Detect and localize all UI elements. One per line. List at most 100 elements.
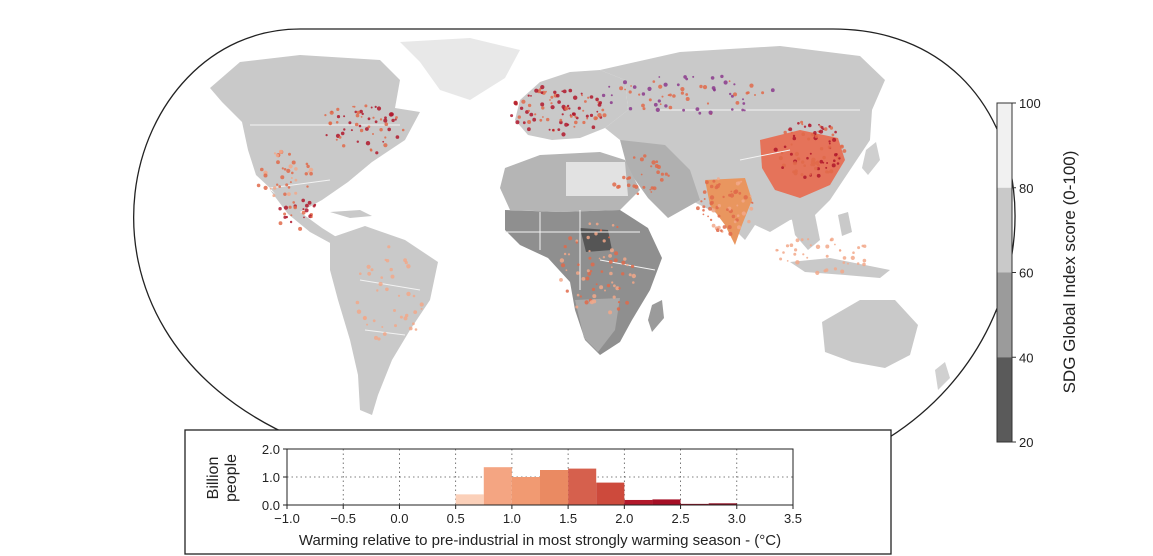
hotspot-point	[833, 159, 836, 162]
hotspot-point	[403, 316, 408, 321]
hotspot-point	[656, 165, 661, 169]
histogram-x-tick-label-2: 0.0	[390, 511, 408, 526]
hotspot-point	[276, 160, 280, 165]
hotspot-point	[729, 193, 735, 198]
country-borders	[250, 109, 860, 336]
hotspot-point	[397, 294, 401, 297]
hotspot-point	[773, 147, 778, 152]
hotspot-point	[283, 205, 289, 210]
hotspot-point	[792, 134, 796, 138]
hotspot-point	[650, 165, 653, 168]
hotspot-point	[710, 200, 714, 205]
histogram-y-tick-label-0: 0.0	[262, 498, 280, 513]
hotspot-point	[816, 167, 821, 171]
histogram-bar-9	[708, 503, 737, 505]
hotspot-point	[561, 132, 566, 137]
colorbar-tick-label-2: 60	[1019, 266, 1033, 281]
hotspot-point	[659, 103, 662, 106]
hotspot-point	[359, 109, 363, 114]
hotspot-point	[589, 270, 593, 273]
hotspot-point	[800, 173, 804, 177]
hotspot-point	[639, 157, 644, 162]
hotspot-point	[335, 138, 338, 141]
hotspot-point	[563, 245, 567, 249]
hotspot-point	[364, 104, 368, 108]
hotspot-point	[552, 129, 555, 132]
hotspot-point	[298, 226, 303, 231]
hotspot-point	[786, 260, 789, 262]
hotspot-point	[619, 86, 624, 91]
hotspot-point	[356, 110, 361, 115]
hotspot-point	[335, 121, 339, 124]
hotspot-point	[696, 206, 700, 211]
hotspot-point	[816, 173, 821, 178]
hotspot-point	[549, 99, 551, 101]
hotspot-point	[827, 170, 830, 174]
hotspot-point	[293, 205, 298, 210]
hotspot-point	[826, 162, 829, 164]
land-greenland	[400, 38, 520, 100]
hotspot-point	[817, 130, 820, 133]
hotspot-point	[833, 267, 838, 271]
hotspot-point	[301, 198, 306, 203]
hotspot-point	[742, 98, 744, 101]
hotspot-point	[367, 125, 371, 129]
hotspot-point	[559, 278, 563, 282]
hotspot-point	[711, 208, 716, 213]
land-southeast-asia	[790, 210, 820, 250]
hotspot-point	[269, 187, 272, 190]
hotspot-point	[285, 183, 289, 187]
histogram-x-tick-label-4: 1.0	[503, 511, 521, 526]
hotspot-point	[749, 195, 752, 198]
hotspot-point	[601, 108, 605, 112]
hotspot-point	[861, 244, 865, 248]
hotspot-point	[608, 236, 611, 239]
hotspot-point	[294, 167, 298, 171]
hotspot-point	[832, 137, 837, 142]
hotspot-point	[292, 201, 296, 204]
hotspot-point	[372, 319, 376, 323]
hotspot-point	[723, 80, 728, 85]
hotspot-point	[588, 222, 592, 225]
hotspot-point	[615, 286, 620, 291]
hotspot-point	[288, 152, 291, 156]
hotspot-point	[381, 326, 384, 328]
hotspot-point	[306, 185, 309, 188]
hotspot-point	[703, 198, 706, 200]
hotspot-point	[641, 103, 645, 108]
hotspot-point	[395, 116, 398, 119]
hotspot-point	[359, 272, 362, 276]
hotspot-point	[812, 163, 816, 167]
hotspot-point	[709, 195, 715, 200]
hotspot-point	[534, 113, 537, 116]
hotspot-point	[623, 80, 627, 85]
hotspot-point	[736, 204, 739, 207]
hotspot-point	[840, 269, 845, 274]
hotspot-point	[527, 109, 531, 112]
histogram-bar-4	[568, 468, 597, 505]
hotspot-point	[599, 285, 604, 290]
hotspot-point	[582, 120, 586, 125]
hotspot-point	[790, 131, 793, 134]
hotspot-point	[288, 205, 292, 209]
hotspot-point	[640, 173, 643, 176]
hotspot-point	[406, 264, 411, 269]
hotspot-point	[513, 101, 518, 106]
hotspot-point	[557, 100, 561, 104]
hotspot-point	[529, 112, 534, 117]
histogram-x-tick-label-5: 1.5	[559, 511, 577, 526]
hotspot-point	[809, 173, 812, 176]
hotspot-point	[810, 160, 816, 165]
hotspot-point	[862, 258, 867, 263]
hotspot-point	[808, 123, 811, 126]
hotspot-point	[602, 256, 606, 259]
hotspot-point	[596, 110, 599, 113]
hotspot-point	[350, 129, 353, 132]
hotspot-point	[829, 126, 834, 130]
hotspot-point	[374, 120, 378, 124]
histogram-x-tick-label-1: −0.5	[330, 511, 356, 526]
hotspot-point	[809, 244, 812, 247]
hotspot-point	[659, 178, 664, 182]
hotspot-point	[667, 174, 670, 177]
hotspot-point	[283, 168, 287, 171]
